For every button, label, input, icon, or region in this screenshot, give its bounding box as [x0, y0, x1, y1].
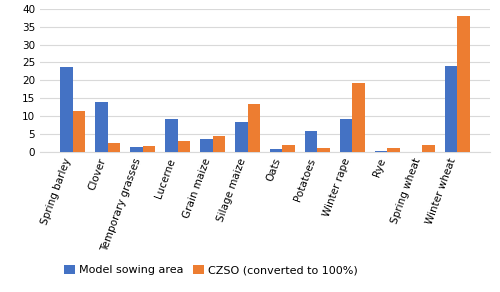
Bar — [388, 148, 400, 152]
Bar — [340, 119, 352, 152]
Bar — [282, 145, 294, 152]
Bar — [422, 145, 434, 152]
Bar — [352, 83, 364, 152]
Legend: Model sowing area, CZSO (converted to 100%): Model sowing area, CZSO (converted to 10… — [60, 260, 362, 280]
Bar — [305, 131, 318, 152]
Bar — [236, 122, 248, 152]
Bar — [212, 136, 225, 152]
Bar — [142, 146, 155, 152]
Bar — [72, 111, 85, 152]
Bar — [60, 67, 72, 152]
Bar — [458, 16, 469, 152]
Bar — [200, 139, 212, 152]
Bar — [318, 148, 330, 152]
Bar — [270, 149, 282, 152]
Bar — [248, 104, 260, 152]
Bar — [108, 143, 120, 152]
Bar — [178, 141, 190, 152]
Bar — [445, 66, 458, 152]
Bar — [96, 102, 108, 152]
Bar — [130, 147, 142, 152]
Bar — [166, 119, 177, 152]
Bar — [375, 151, 388, 152]
